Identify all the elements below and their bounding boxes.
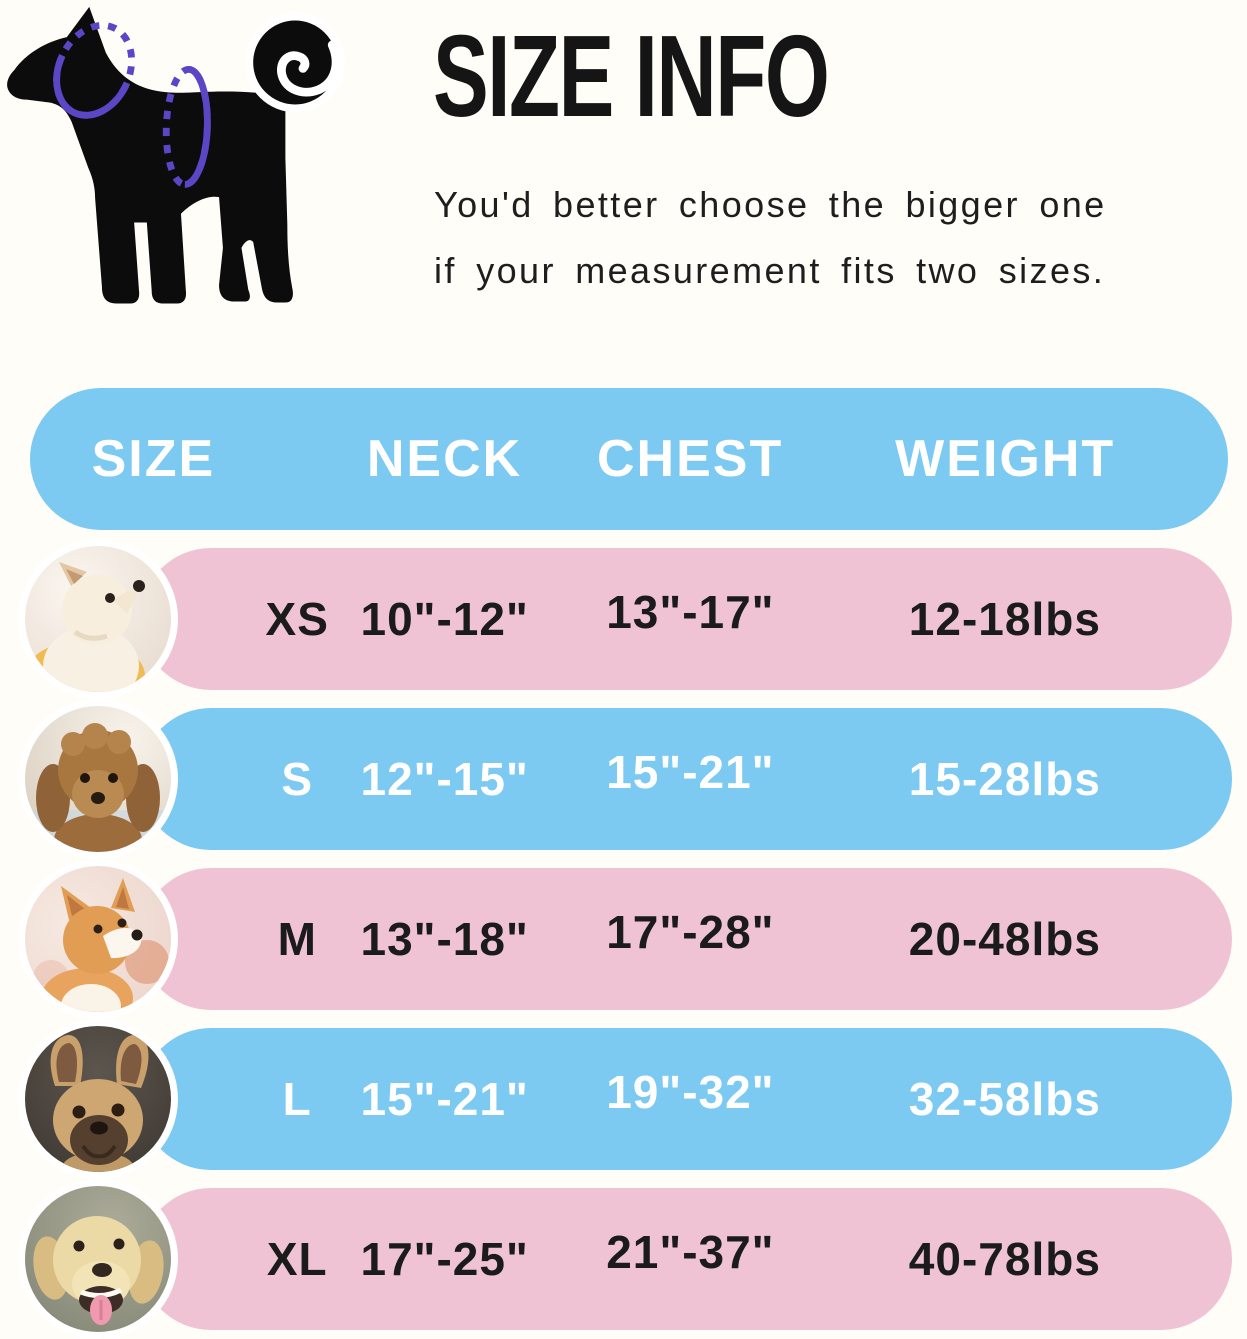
neck-value: 15"-21" (360, 1073, 529, 1125)
chest-value: 17"-28" (606, 906, 775, 958)
labrador-photo (18, 1179, 178, 1339)
table-row: M 13"-18" 17"-28" 20-48lbs (0, 859, 1247, 1019)
row-pill-s: S 12"-15" 15"-21" 15-28lbs (140, 708, 1232, 850)
column-header-chest: CHEST (596, 430, 784, 488)
row-pill-m: M 13"-18" 17"-28" 20-48lbs (140, 868, 1232, 1010)
weight-value: 40-78lbs (908, 1233, 1101, 1285)
chest-value: 19"-32" (606, 1066, 775, 1118)
dog-measurement-diagram-icon (4, 2, 356, 324)
size-value: M (277, 913, 317, 965)
subtitle-line-1: You'd better choose the bigger one (434, 184, 1107, 225)
chest-value: 13"-17" (606, 586, 775, 638)
size-value: S (281, 753, 314, 805)
size-value: L (282, 1073, 312, 1125)
table-row: XS 10"-12" 13"-17" 12-18lbs (0, 539, 1247, 699)
toy-poodle-photo (18, 699, 178, 859)
table-row: L 15"-21" 19"-32" 32-58lbs (0, 1019, 1247, 1179)
neck-value: 13"-18" (360, 913, 529, 965)
size-value: XS (265, 593, 329, 645)
column-header-neck: NECK (366, 430, 523, 488)
table-header-row: SIZE NECK CHEST WEIGHT (30, 388, 1228, 530)
chest-value: 15"-21" (606, 746, 775, 798)
page-title: SIZE INFO (433, 11, 830, 141)
neck-value: 17"-25" (360, 1233, 529, 1285)
subtitle-line-2: if your measurement fits two sizes. (434, 250, 1106, 291)
row-pill-l: L 15"-21" 19"-32" 32-58lbs (140, 1028, 1232, 1170)
subtitle: You'd better choose the bigger one if yo… (434, 172, 1234, 304)
pomeranian-photo (18, 539, 178, 699)
table-row: S 12"-15" 15"-21" 15-28lbs (0, 699, 1247, 859)
weight-value: 12-18lbs (908, 593, 1101, 645)
column-header-weight: WEIGHT (895, 430, 1116, 488)
table-row: XL 17"-25" 21"-37" 40-78lbs (0, 1179, 1247, 1339)
french-bulldog-photo (18, 1019, 178, 1179)
weight-value: 32-58lbs (908, 1073, 1101, 1125)
neck-value: 10"-12" (360, 593, 529, 645)
row-pill-xs: XS 10"-12" 13"-17" 12-18lbs (140, 548, 1232, 690)
weight-value: 20-48lbs (908, 913, 1101, 965)
shiba-inu-photo (18, 859, 178, 1019)
chest-value: 21"-37" (606, 1226, 775, 1278)
size-value: XL (266, 1233, 328, 1285)
neck-value: 12"-15" (360, 753, 529, 805)
column-header-size: SIZE (91, 430, 216, 488)
row-pill-xl: XL 17"-25" 21"-37" 40-78lbs (140, 1188, 1232, 1330)
weight-value: 15-28lbs (908, 753, 1101, 805)
